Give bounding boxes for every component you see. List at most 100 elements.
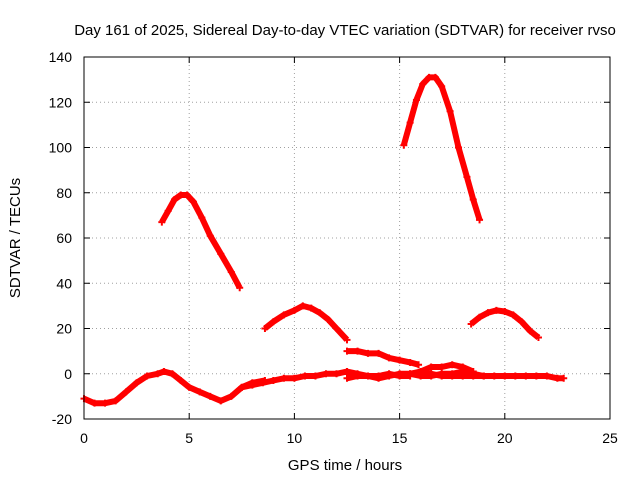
data-point (196, 388, 204, 396)
data-point (227, 268, 235, 276)
data-point (560, 374, 568, 382)
data-point (364, 372, 372, 380)
data-point (354, 372, 362, 380)
y-tick-label: 100 (49, 140, 73, 156)
data-point (438, 372, 446, 380)
data-point (396, 356, 404, 364)
data-point (534, 334, 542, 342)
data-point (217, 397, 225, 405)
data-point (501, 308, 509, 316)
y-axis-label: SDTVAR / TECUs (7, 178, 24, 298)
data-point (509, 311, 517, 319)
series-arc-4 (467, 306, 542, 342)
data-point (332, 325, 340, 332)
series-arc-3 (261, 302, 351, 344)
data-point (261, 325, 269, 332)
data-point (158, 218, 166, 226)
data-point (259, 379, 267, 387)
y-tick-label: 20 (56, 321, 72, 337)
data-point (448, 361, 456, 369)
y-tick-label: -20 (52, 411, 72, 427)
data-point (490, 372, 498, 380)
data-point (301, 372, 309, 380)
data-point (322, 370, 330, 378)
axis-ticks: 0 5 10 15 20 25 -20 0 20 40 60 80 100 120 140 (49, 49, 618, 446)
data-point (168, 370, 176, 378)
data-point (160, 367, 168, 375)
data-point (522, 372, 530, 380)
data-point (469, 372, 477, 380)
data-point (154, 370, 162, 378)
plot-border (83, 56, 611, 420)
data-point (269, 318, 277, 326)
data-point (343, 367, 351, 375)
data-point (396, 370, 404, 378)
data-point (375, 374, 383, 382)
data-point (511, 372, 519, 380)
data-point (446, 107, 454, 115)
data-point (448, 372, 456, 380)
gridlines (84, 57, 610, 419)
data-point (526, 327, 534, 335)
data-point (484, 309, 492, 317)
data-point (177, 377, 185, 385)
x-tick-label: 20 (497, 430, 513, 446)
data-point (133, 379, 141, 387)
data-point (343, 374, 351, 382)
series-line (159, 192, 243, 290)
y-tick-label: 140 (49, 49, 73, 65)
data-point (427, 363, 435, 371)
series-arc-1 (158, 191, 244, 292)
data-point (425, 73, 433, 81)
series-line (263, 302, 350, 342)
data-point (553, 374, 561, 382)
x-tick-label: 0 (80, 430, 88, 446)
data-point (290, 374, 298, 382)
data-point (427, 370, 435, 378)
chart-title: Day 161 of 2025, Sidereal Day-to-day VTE… (74, 22, 616, 39)
series-line (400, 74, 483, 221)
data-point (406, 119, 414, 127)
data-point (438, 363, 446, 371)
data-point (101, 399, 109, 407)
data-point (419, 80, 427, 88)
data-point (412, 370, 420, 378)
data-point (438, 82, 446, 90)
data-point (492, 306, 500, 314)
data-point (412, 96, 420, 104)
data-point (238, 383, 246, 391)
data-point (290, 306, 298, 314)
data-point (248, 381, 256, 389)
data-point (385, 354, 393, 362)
y-tick-label: 80 (56, 185, 72, 201)
x-tick-label: 15 (392, 430, 408, 446)
x-tick-label: 10 (287, 430, 303, 446)
data-point (501, 372, 509, 380)
data-point (198, 214, 206, 222)
data-point (269, 377, 277, 385)
data-point (476, 313, 484, 321)
data-point (170, 196, 178, 204)
data-point (164, 207, 172, 215)
data-point (469, 196, 477, 204)
data-point (185, 383, 193, 391)
data-point (343, 347, 351, 355)
data-point (280, 311, 288, 319)
data-point (431, 73, 439, 81)
data-point (177, 191, 185, 199)
data-point (299, 302, 307, 310)
data-point (364, 349, 372, 357)
data-point (415, 361, 423, 369)
data-point (532, 372, 540, 380)
data-point (189, 198, 197, 206)
series-arc-5 (343, 347, 423, 369)
data-point (518, 318, 526, 326)
data-point (122, 388, 130, 396)
data-point (406, 358, 414, 366)
data-point (354, 347, 362, 355)
series-arc-10 (412, 370, 568, 382)
data-point (217, 250, 225, 258)
y-tick-label: 0 (64, 366, 72, 382)
data-point (206, 392, 214, 400)
